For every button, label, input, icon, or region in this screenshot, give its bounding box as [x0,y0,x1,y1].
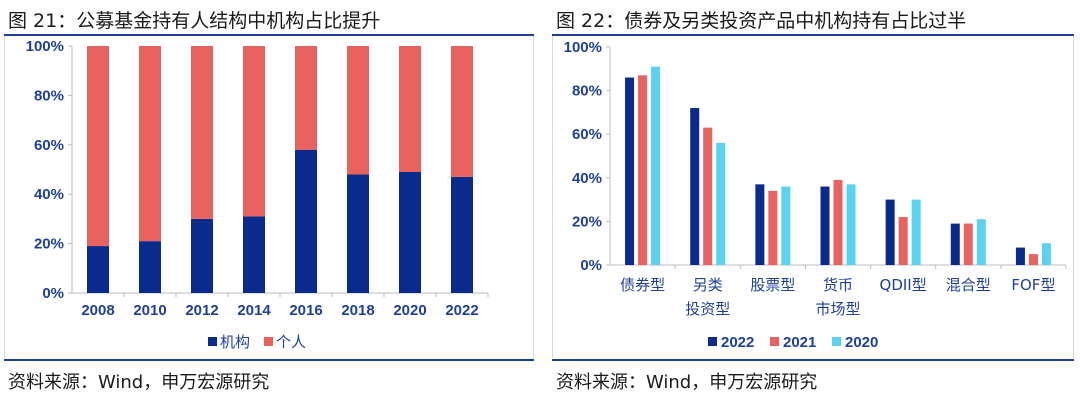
stacked-bar-chart: 0% 20% 40% 60% 80% 100% 2008 2010 2012 2014 2016 20… [26,38,489,351]
bar-2022 [1015,247,1025,265]
bar-2020 [911,199,921,265]
y-tick-label: 40% [572,170,602,187]
x-tick-label: 市场型 [815,300,860,318]
legend-swatch [708,337,717,346]
legend-label: 机构 [220,333,250,351]
bar-institution [451,176,473,293]
y-tick-label: 20% [34,236,64,253]
title-divider [552,34,1074,36]
source-note: 资料来源：Wind，申万宏源研究 [556,372,818,393]
bar-2021 [898,217,908,265]
bar-2021 [963,223,973,265]
y-tick-label: 20% [572,213,602,230]
x-tick-label: QDII型 [880,276,927,294]
bar-2022 [755,184,765,265]
bar-2020 [976,219,986,265]
bar-individual [139,46,161,242]
source-note: 资料来源：Wind，申万宏源研究 [8,372,270,393]
bar-2021 [703,127,713,265]
y-tick-label: 0% [42,285,64,302]
bar-2020 [1041,243,1051,265]
bar-2020 [716,142,726,265]
x-tick-label: 2020 [393,302,426,319]
y-tick-label: 100% [26,38,64,55]
legend-label: 2021 [783,334,816,351]
bar-2022 [690,108,700,265]
chart-panel-right: 图 22：债券及另类投资产品中机构持有占比过半 0% 20% 40% 60% 80% 10… [548,0,1080,402]
x-tick-label: 2018 [341,302,374,319]
bar-individual [191,46,213,219]
x-tick-label: 投资型 [685,300,730,318]
bar-2022 [820,186,830,265]
bar-2020 [651,66,661,266]
bar-individual [347,46,369,175]
x-tick-label: 混合型 [946,276,991,294]
bar-institution [295,149,317,293]
x-tick-label: FOF型 [1011,276,1055,294]
chart-frame [4,36,534,358]
x-tick-label: 2016 [289,302,322,319]
bar-2021 [1028,254,1038,265]
bar-2021 [638,75,648,265]
bar-individual [295,46,317,150]
x-tick-label: 2022 [445,302,478,319]
legend-swatch [832,337,841,346]
legend-swatch [264,337,273,346]
legend-swatch [770,337,779,346]
source-divider [4,359,534,361]
bar-2020 [846,184,856,265]
bar-2022 [950,223,960,265]
bar-2022 [625,77,635,265]
bar-2022 [885,199,895,265]
legend-label: 2020 [845,334,878,351]
x-tick-label: 2014 [237,302,271,319]
bar-2020 [781,186,791,265]
legend-label: 2022 [721,334,754,351]
x-tick-label: 货币 [823,276,853,294]
source-divider [552,359,1074,361]
y-tick-label: 40% [34,186,64,203]
chart-panel-left: 图 21：公募基金持有人结构中机构占比提升 0% 20% 40% 60% 80% 100%… [4,10,534,393]
x-tick-label: 2010 [133,302,166,319]
x-tick-label: 2012 [185,302,218,319]
y-tick-label: 60% [572,126,602,143]
chart-title: 图 22：债券及另类投资产品中机构持有占比过半 [556,10,967,32]
legend-label: 个人 [276,333,306,351]
x-tick-label: 债券型 [620,276,665,294]
y-tick-label: 100% [564,39,602,56]
bar-institution [191,218,213,293]
x-tick-label: 2008 [81,302,114,319]
bar-individual [399,46,421,172]
y-tick-label: 60% [34,137,64,154]
y-tick-label: 0% [580,257,602,274]
chart-frame [552,36,1074,358]
chart-title: 图 21：公募基金持有人结构中机构占比提升 [8,10,381,32]
legend-swatch [208,337,217,346]
bar-institution [347,174,369,293]
title-divider [4,34,534,36]
bar-individual [243,46,265,217]
bar-institution [139,241,161,293]
bar-institution [243,216,265,293]
bar-2021 [833,179,843,265]
y-tick-label: 80% [34,87,64,104]
x-tick-label: 另类 [693,276,723,294]
y-tick-label: 80% [572,83,602,100]
bar-institution [399,171,421,293]
bar-institution [87,246,109,293]
bar-individual [87,46,109,247]
bar-individual [451,46,473,177]
x-tick-label: 股票型 [750,276,795,294]
bar-2021 [768,190,778,265]
